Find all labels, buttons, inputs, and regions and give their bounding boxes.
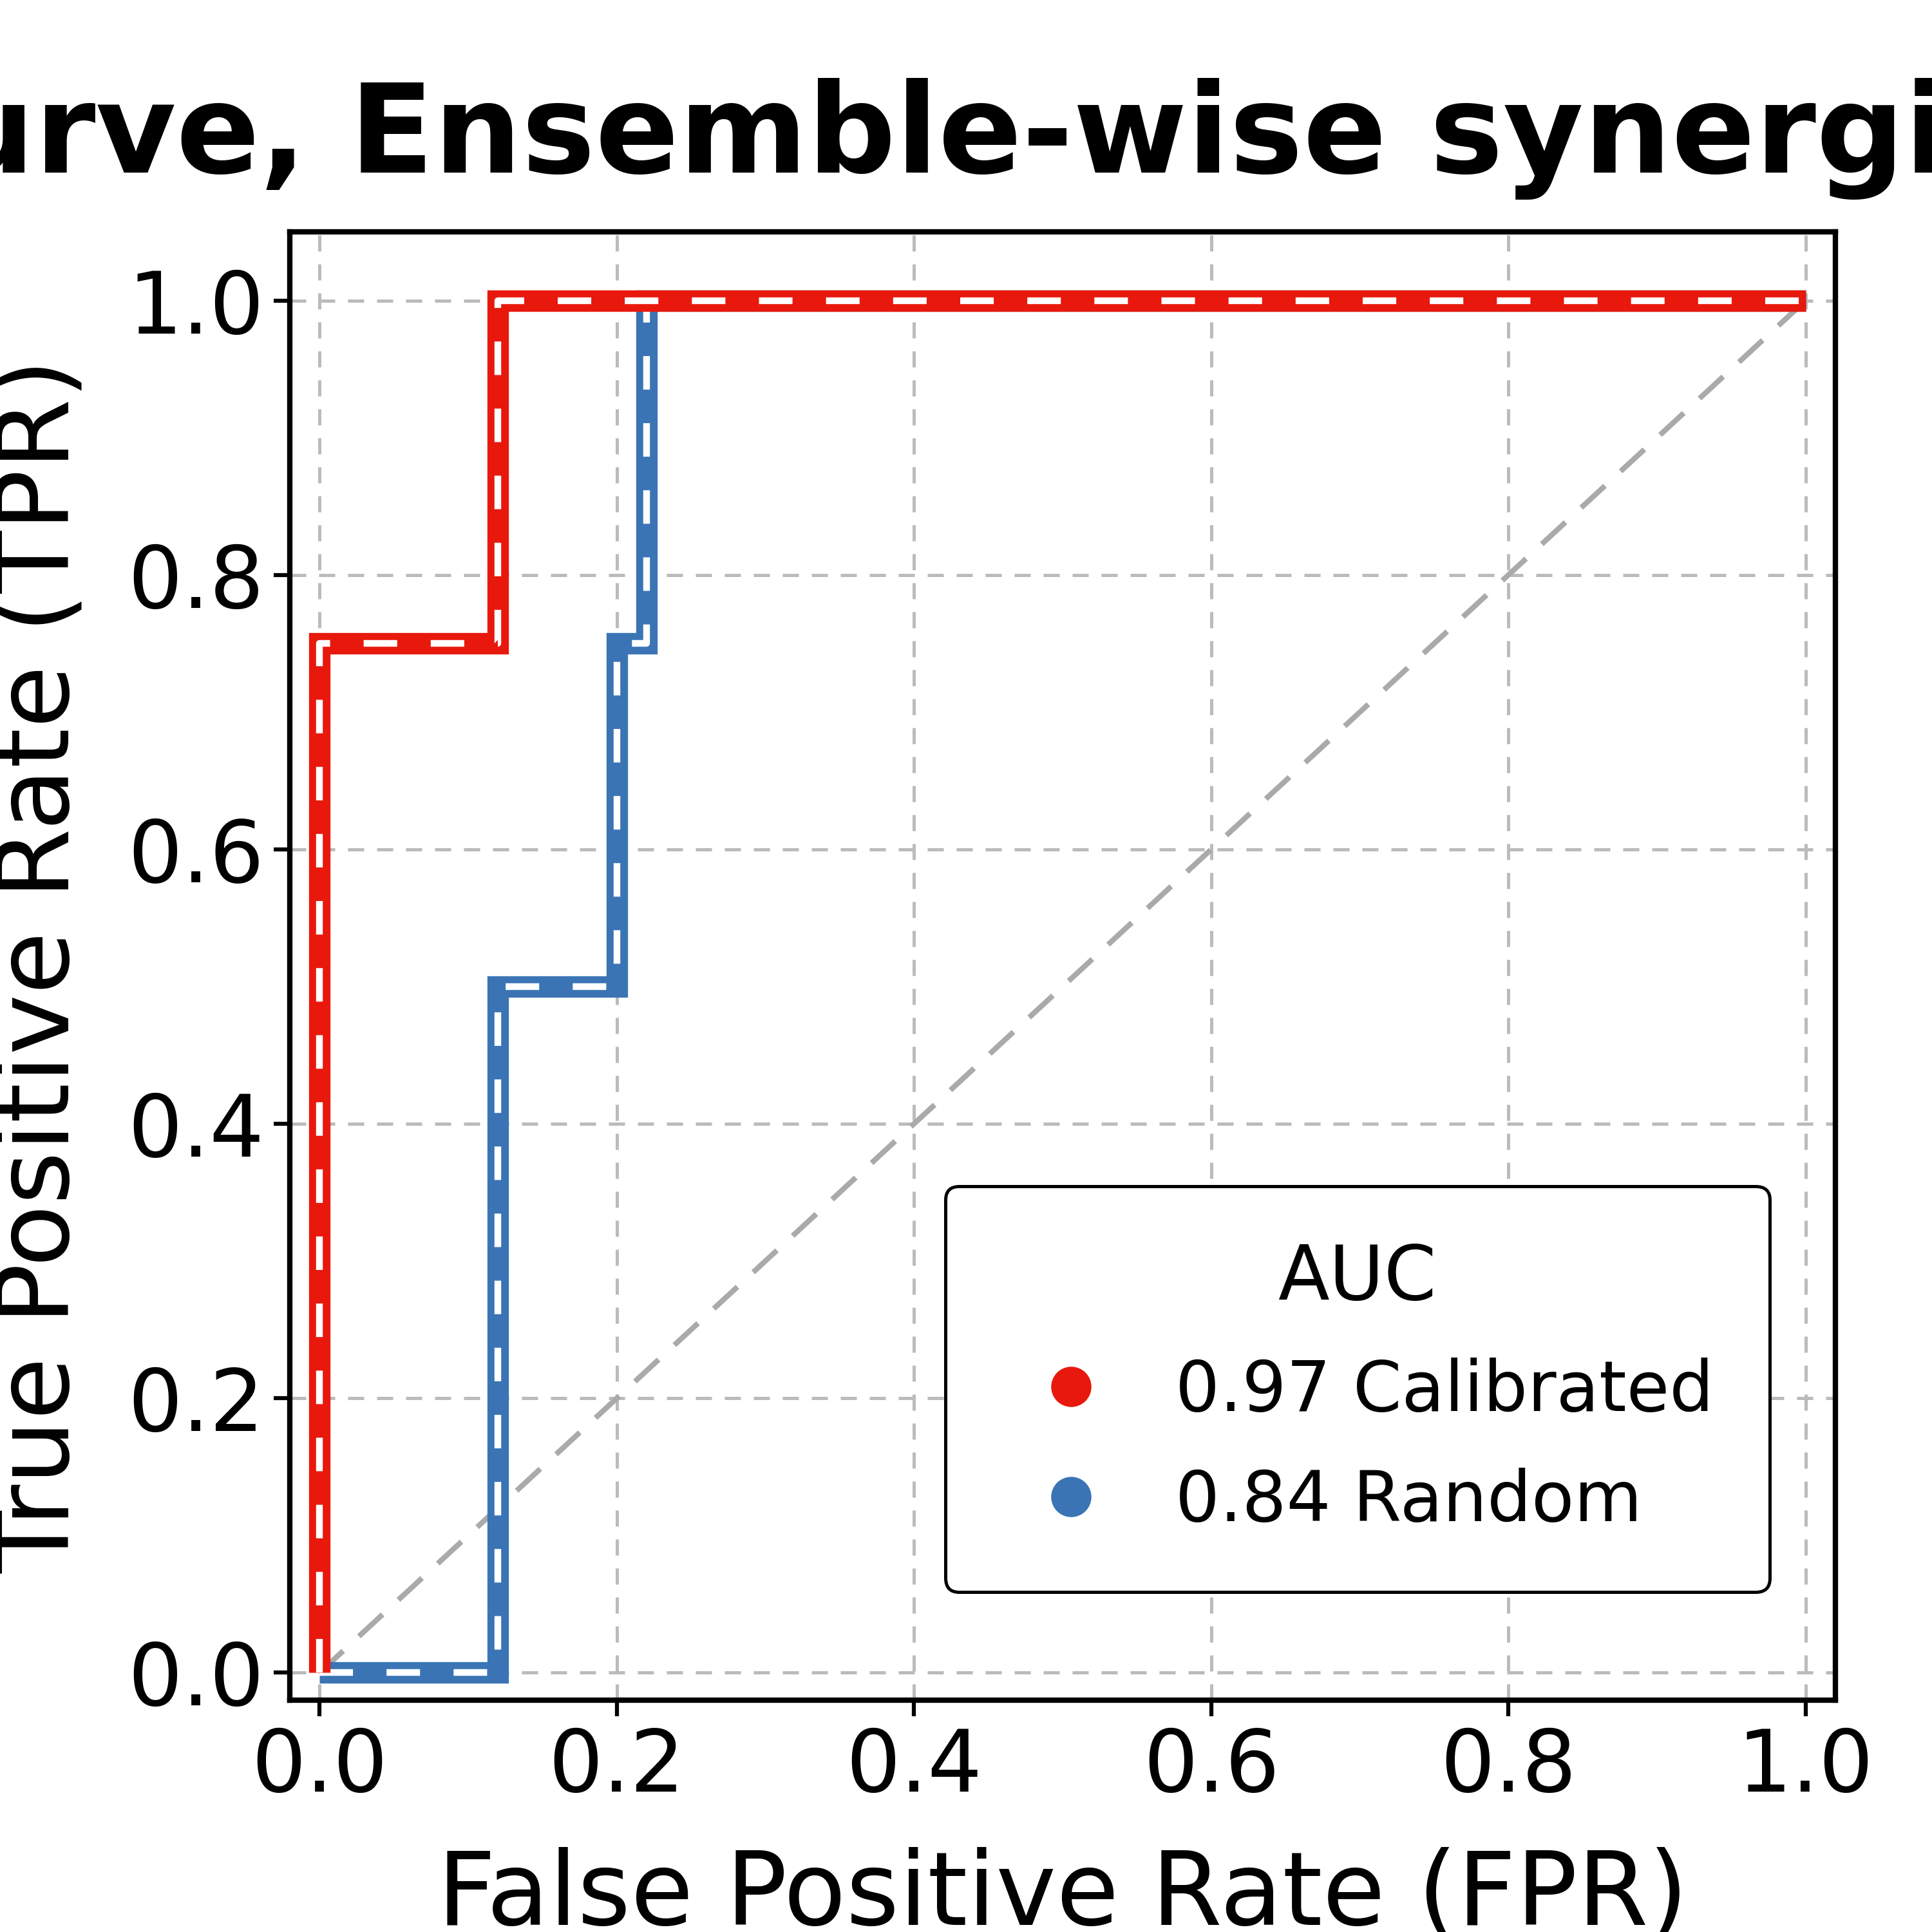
Title: ROC curve, Ensemble-wise synergies (Bliss): ROC curve, Ensemble-wise synergies (Blis…	[0, 77, 1932, 199]
X-axis label: False Positive Rate (FPR): False Positive Rate (FPR)	[437, 1847, 1689, 1932]
Y-axis label: True Positive Rate (TPR): True Positive Rate (TPR)	[0, 359, 91, 1573]
Legend: 0.97 Calibrated, 0.84 Random: 0.97 Calibrated, 0.84 Random	[945, 1186, 1770, 1592]
